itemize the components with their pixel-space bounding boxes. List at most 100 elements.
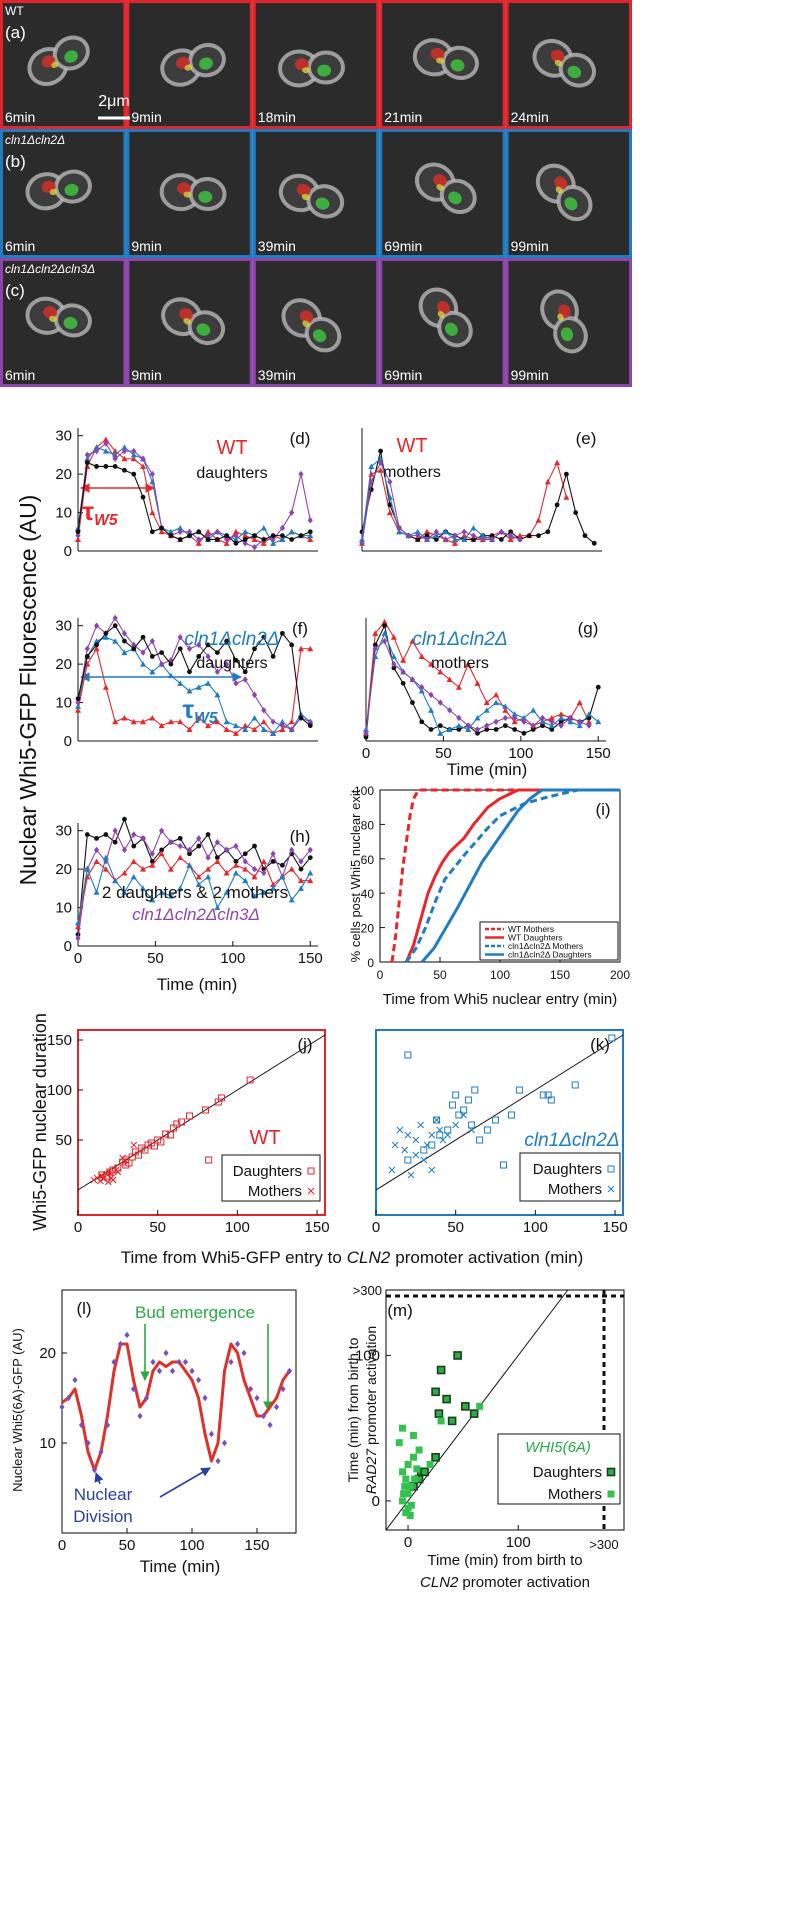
data-point — [130, 455, 137, 462]
data-point — [247, 1385, 254, 1393]
annotation-text: cln1Δcln2Δ — [524, 1130, 619, 1151]
data-point — [424, 528, 431, 535]
data-point — [270, 850, 276, 857]
y-tick-label: 10 — [55, 505, 72, 522]
x-tick-label: 50 — [149, 1219, 166, 1236]
micrograph — [505, 258, 633, 387]
data-point — [428, 1166, 436, 1174]
y-label: Whi5-GFP nuclear duration — [30, 1013, 50, 1231]
annotation-text: cln1Δcln2Δcln3Δ — [132, 905, 260, 924]
data-point — [159, 525, 165, 531]
data-point — [288, 866, 295, 872]
axis-break-label: >300 — [353, 1283, 382, 1298]
data-point — [468, 1126, 475, 1134]
data-point — [112, 614, 118, 622]
y-tick-label: 20 — [361, 922, 375, 936]
data-point — [279, 718, 286, 725]
nucleus-green — [64, 50, 78, 63]
x-tick-label: 150 — [586, 745, 611, 762]
data-point — [465, 722, 471, 729]
panel-label: (j) — [297, 1035, 312, 1054]
data-point — [131, 831, 137, 838]
annotation-text: Bud emergence — [135, 1303, 255, 1322]
nucleus-yellow — [555, 186, 563, 194]
data-point — [455, 722, 462, 729]
data-point — [419, 719, 425, 725]
data-point — [122, 467, 127, 473]
data-point — [205, 528, 212, 535]
x-tick-label: 50 — [433, 968, 447, 982]
data-point — [476, 1136, 484, 1144]
data-point — [415, 537, 421, 542]
legend-swatch — [307, 1167, 315, 1175]
data-point — [167, 672, 174, 679]
data-point — [511, 718, 518, 725]
data-point — [242, 540, 248, 547]
nucleus-green — [448, 191, 462, 205]
data-point — [149, 654, 155, 659]
cell-pair — [160, 42, 226, 87]
data-point — [585, 718, 592, 725]
data-point — [401, 1146, 409, 1154]
data-point — [447, 1416, 457, 1426]
data-point — [270, 730, 277, 736]
annotation: cln1Δcln2Δ — [412, 629, 507, 650]
strain-label: WT — [5, 4, 24, 18]
panel-label: (l) — [76, 1299, 91, 1318]
data-point — [567, 714, 573, 722]
data-point — [251, 714, 258, 721]
y-tick-label: 50 — [55, 1132, 72, 1149]
data-point — [420, 1156, 428, 1164]
series-line — [77, 648, 311, 734]
data-point — [428, 661, 435, 667]
data-point — [378, 448, 383, 454]
data-point — [595, 684, 601, 690]
annotation-text: Division — [73, 1507, 133, 1526]
data-point — [102, 854, 109, 861]
data-point — [298, 470, 304, 478]
data-point — [252, 646, 257, 652]
data-point — [424, 533, 430, 539]
data-point — [484, 1126, 492, 1134]
data-point — [221, 1439, 228, 1447]
data-point — [471, 1086, 479, 1094]
data-point — [234, 1340, 241, 1348]
nucleus-yellow — [302, 67, 311, 74]
data-point — [372, 645, 378, 652]
data-point — [168, 839, 174, 846]
data-point — [93, 889, 100, 895]
data-point — [289, 509, 295, 516]
data-point — [187, 533, 192, 539]
data-point — [140, 649, 146, 656]
data-point — [270, 885, 277, 891]
data-point — [286, 1367, 293, 1375]
data-point — [205, 680, 212, 686]
data-point — [279, 726, 286, 732]
data-point — [178, 1118, 186, 1126]
annotation: mothers — [431, 655, 489, 672]
y-tick-label: 100 — [47, 1082, 72, 1099]
data-point — [535, 517, 542, 523]
data-point — [121, 714, 128, 721]
data-point — [437, 699, 443, 706]
data-point — [205, 532, 211, 539]
data-point — [140, 661, 147, 667]
data-point — [363, 730, 369, 737]
data-point — [405, 532, 412, 539]
data-point — [400, 680, 406, 686]
nucleus-yellow — [436, 184, 444, 191]
data-point — [455, 1111, 463, 1119]
data-point — [307, 532, 314, 539]
y-tick-label: 0 — [372, 1493, 380, 1510]
annotation: mothers — [383, 464, 441, 481]
data-point — [254, 1394, 260, 1402]
data-point — [215, 1457, 221, 1465]
data-point — [402, 1475, 410, 1483]
x-tick-label: 0 — [74, 950, 82, 967]
data-point — [232, 536, 239, 542]
nucleus-green — [199, 57, 213, 70]
x-tick-label: 150 — [603, 1219, 628, 1236]
legend-label: Daughters — [533, 1161, 602, 1178]
cell-pair — [540, 289, 588, 354]
nucleus-green — [315, 197, 330, 210]
